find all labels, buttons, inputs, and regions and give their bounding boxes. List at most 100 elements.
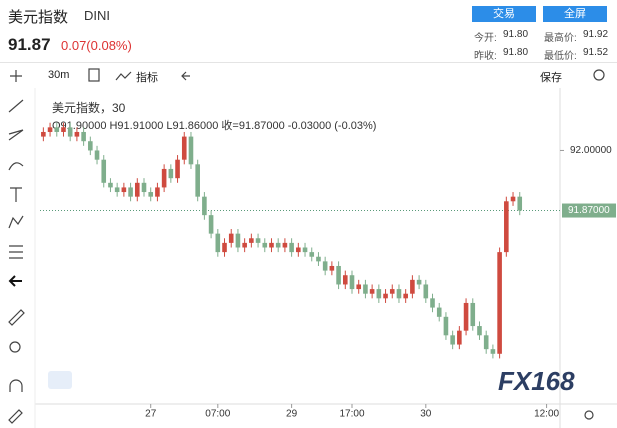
- stat-value: 91.92: [583, 29, 609, 40]
- save[interactable]: 保存: [540, 72, 562, 84]
- text-icon[interactable]: [10, 187, 22, 202]
- stat-value: 91.80: [503, 47, 529, 58]
- x-tick-label: 07:00: [205, 409, 230, 420]
- zoom-icon[interactable]: [9, 341, 21, 353]
- fullscreen-button[interactable]: 全屏: [543, 6, 607, 22]
- candle-body: [463, 302, 469, 331]
- candle-body: [181, 136, 187, 160]
- candle-body: [423, 284, 429, 299]
- candle-body: [342, 275, 348, 285]
- candle-body: [54, 127, 60, 132]
- last-price-label: 91.87000: [568, 205, 610, 216]
- candle-body: [88, 141, 93, 151]
- indicators[interactable]: 指标: [136, 72, 158, 84]
- settings-icon[interactable]: [593, 69, 605, 81]
- symbol: DINI: [84, 8, 110, 23]
- candle-body: [94, 150, 100, 160]
- ruler-icon[interactable]: [8, 309, 25, 326]
- candle-body: [383, 293, 388, 299]
- candle-body: [477, 326, 482, 336]
- candle-body: [430, 298, 435, 308]
- back-icon[interactable]: [8, 275, 22, 287]
- candle-body: [329, 265, 335, 271]
- candle-body: [228, 233, 234, 243]
- measure-icon[interactable]: [9, 245, 23, 259]
- stat-label: 最高价:: [544, 33, 577, 44]
- magnet-icon[interactable]: [9, 379, 23, 392]
- brush-icon[interactable]: [8, 162, 24, 171]
- price: 91.87: [8, 35, 51, 54]
- candle-body: [155, 187, 160, 197]
- chart-type-icon[interactable]: [88, 68, 100, 82]
- candle-body: [363, 284, 368, 294]
- candle-body: [369, 289, 375, 294]
- stat-label: 昨收:: [474, 51, 497, 62]
- candle-body: [47, 127, 53, 132]
- candle-body: [490, 349, 496, 354]
- candle-body: [416, 279, 422, 285]
- fib-icon[interactable]: [8, 129, 24, 141]
- indicator-icon[interactable]: [115, 71, 132, 81]
- candle-body: [316, 256, 321, 262]
- candle-body: [249, 238, 254, 243]
- candle-body: [202, 196, 207, 216]
- legend-ohlc: O91.90000 H91.91000 L91.86000 收=91.87000…: [52, 120, 377, 132]
- x-tick-label: 12:00: [534, 409, 559, 420]
- candle-body: [436, 307, 442, 317]
- candle-body: [275, 242, 281, 248]
- y-tick-label: 92.00000: [570, 145, 612, 156]
- candle-body: [222, 242, 227, 253]
- title: 美元指数: [8, 9, 69, 26]
- candle-body: [517, 196, 523, 211]
- candle-body: [510, 196, 516, 202]
- candle-body: [81, 131, 86, 142]
- candle-body: [101, 159, 107, 183]
- candle-body: [141, 182, 147, 193]
- pattern-icon[interactable]: [8, 215, 24, 229]
- axis-settings-icon[interactable]: [584, 410, 594, 420]
- candle-body: [269, 242, 274, 248]
- undo-icon[interactable]: [181, 71, 190, 81]
- trade-button[interactable]: 交易: [472, 6, 536, 22]
- candle-body: [309, 252, 315, 257]
- candle-body: [41, 131, 46, 137]
- candle-body: [128, 187, 133, 197]
- candle-body: [289, 242, 294, 253]
- candle-body: [175, 159, 180, 179]
- watermark: FX168: [498, 366, 575, 396]
- candle-body: [389, 289, 395, 294]
- candle-body: [134, 182, 140, 197]
- stat-value: 91.80: [503, 29, 529, 40]
- candle-body: [376, 289, 382, 299]
- candle-body: [148, 192, 154, 197]
- legend-name: 美元指数，30: [52, 101, 126, 115]
- divider: [0, 62, 617, 63]
- interval[interactable]: 30m: [48, 69, 70, 81]
- line-icon[interactable]: [8, 99, 24, 113]
- x-tick-label: 17:00: [339, 409, 364, 420]
- candle-body: [322, 261, 328, 271]
- candle-body: [336, 265, 341, 285]
- candle-body: [161, 168, 167, 188]
- candle-body: [61, 127, 66, 132]
- x-tick-label: 29: [286, 409, 298, 420]
- candle-body: [403, 293, 408, 299]
- change: 0.07(0.08%): [61, 38, 132, 53]
- candle-body: [215, 233, 221, 253]
- pencil-icon[interactable]: [8, 409, 23, 424]
- logo-badge: [48, 371, 72, 389]
- candle-body: [114, 187, 120, 193]
- crosshair-icon[interactable]: [10, 70, 22, 82]
- candle-body: [168, 168, 174, 179]
- candle-body: [195, 164, 200, 197]
- candle-body: [235, 233, 241, 248]
- candle-body: [483, 335, 489, 350]
- candle-body: [457, 330, 462, 345]
- x-tick-label: 30: [420, 409, 432, 420]
- candle-body: [470, 302, 476, 327]
- candle-body: [410, 279, 415, 294]
- candle-body: [188, 136, 194, 165]
- candle-body: [356, 284, 362, 290]
